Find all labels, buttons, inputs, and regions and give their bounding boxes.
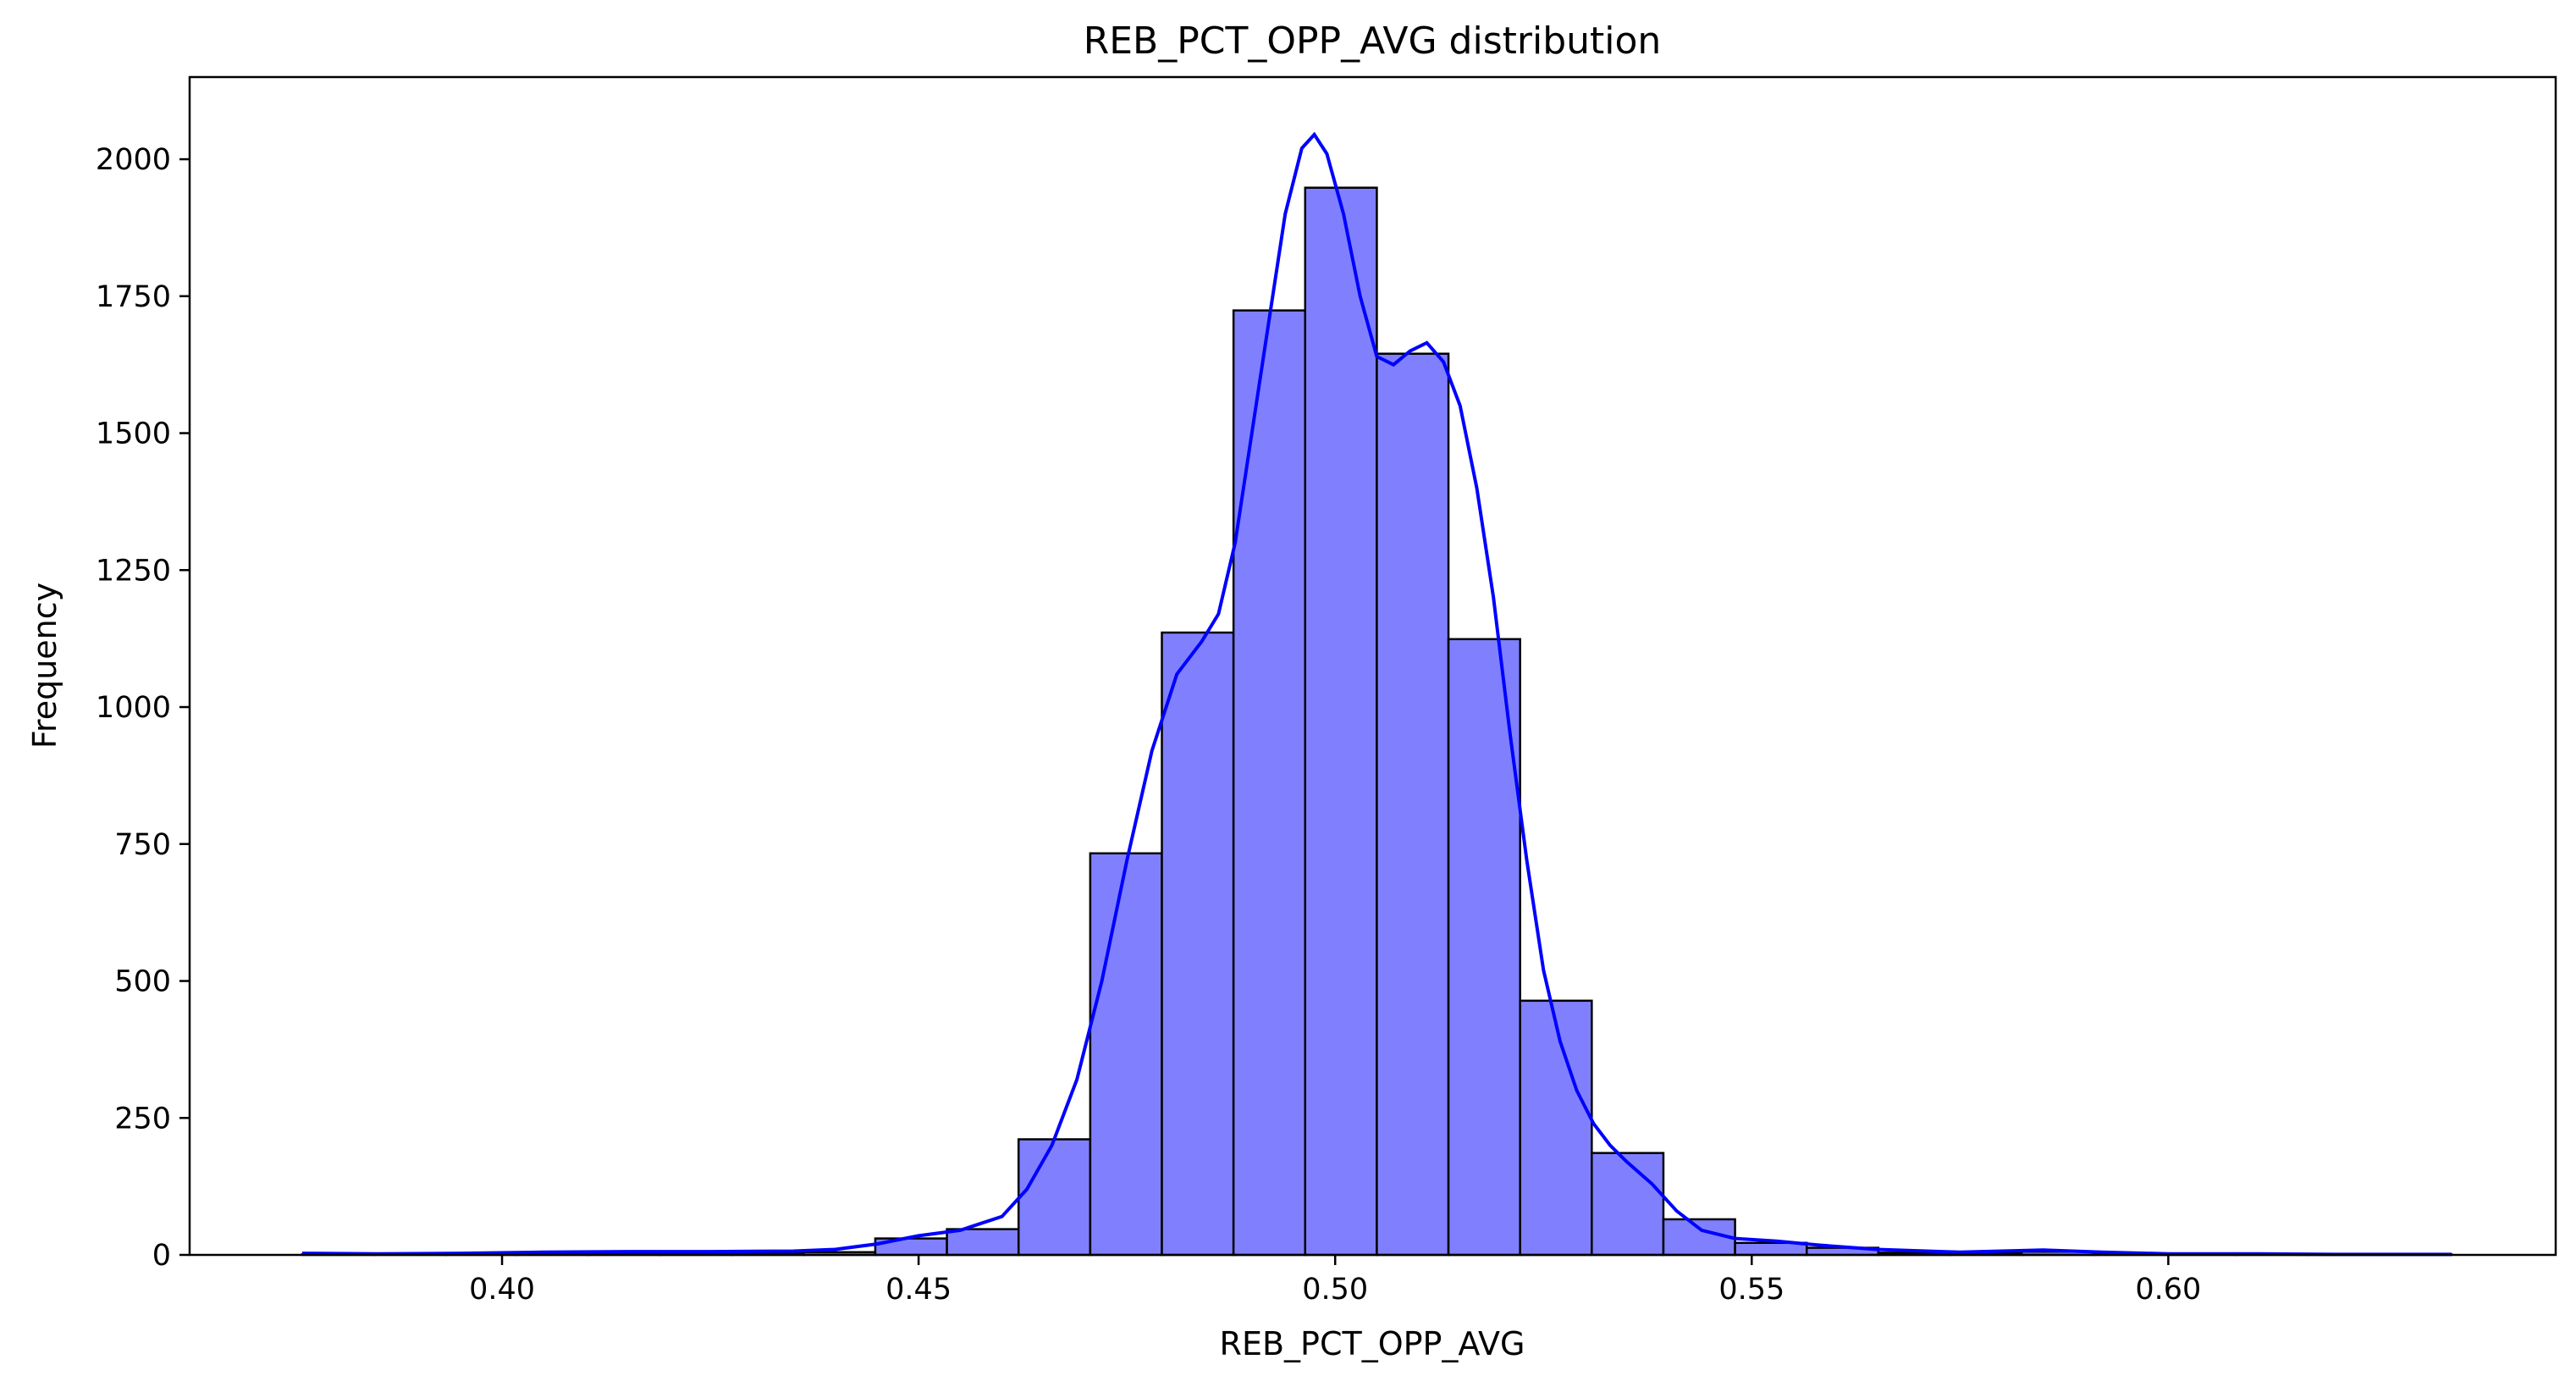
histogram-bar (1232, 309, 1307, 1257)
y-tick-label: 1500 (96, 417, 171, 451)
histogram-bar (1161, 631, 1235, 1257)
plot-frame (188, 75, 2557, 1257)
y-tick-label: 0 (152, 1239, 171, 1273)
x-axis-ticks: 0.40 0.45 0.50 0.55 0.60 (469, 1255, 2201, 1307)
histogram-bar (1017, 1138, 1092, 1257)
kde-curve (301, 131, 2452, 1257)
histogram-bar (1519, 999, 1593, 1257)
histogram-bar (1376, 352, 1450, 1257)
x-tick-label: 0.55 (1718, 1273, 1784, 1307)
y-tick-label: 1000 (96, 691, 171, 725)
y-axis-ticks: 0 250 500 750 1000 1250 1500 1750 2000 (96, 143, 190, 1273)
x-tick-label: 0.45 (885, 1273, 952, 1307)
histogram-bar (1447, 638, 1521, 1257)
x-tick-label: 0.60 (2135, 1273, 2201, 1307)
histogram-bars (301, 186, 2453, 1257)
y-tick-label: 1750 (96, 280, 171, 314)
y-tick-label: 750 (114, 828, 171, 862)
y-tick-label: 2000 (96, 143, 171, 177)
x-tick-label: 0.50 (1302, 1273, 1368, 1307)
histogram-bar (946, 1228, 1020, 1257)
y-tick-label: 1250 (96, 554, 171, 588)
y-tick-label: 250 (114, 1102, 171, 1136)
histogram-bar (1089, 852, 1163, 1257)
y-axis-label: Frequency (26, 583, 63, 749)
x-tick-label: 0.40 (469, 1273, 535, 1307)
chart-title: REB_PCT_OPP_AVG distribution (1084, 19, 1662, 63)
histogram-bar (1304, 186, 1378, 1257)
y-tick-label: 500 (114, 965, 171, 999)
x-axis-label: REB_PCT_OPP_AVG (1220, 1325, 1525, 1362)
histogram-bar (1591, 1152, 1665, 1257)
